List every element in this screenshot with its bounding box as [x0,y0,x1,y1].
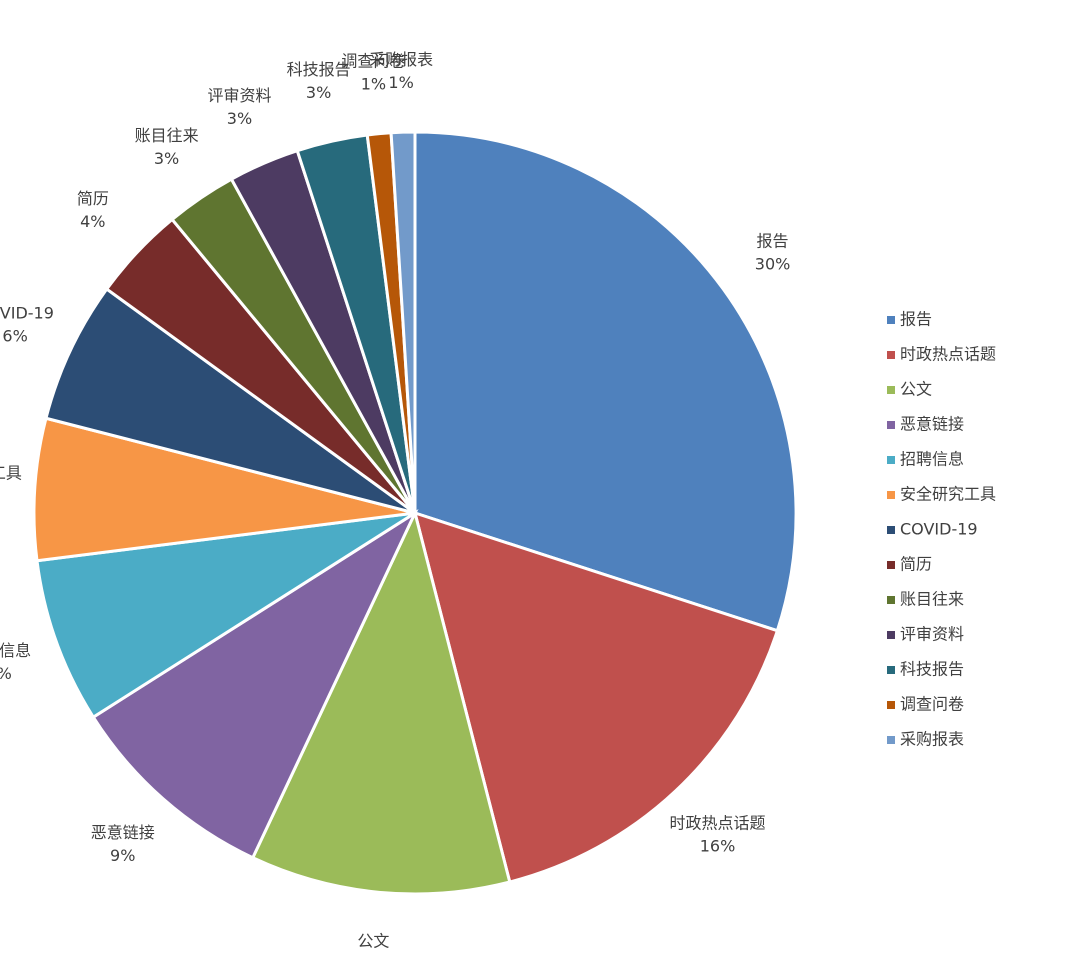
legend-label: 简历 [900,555,932,574]
slice-value-label: 3% [306,83,331,102]
legend-label: 报告 [900,310,932,329]
slice-label: 科技报告 [287,60,351,79]
legend-swatch [887,491,895,499]
slice-label: 报告 [757,232,789,251]
slice-value-label: 3% [227,109,252,128]
slice-label: 简历 [77,189,109,208]
slice-label: 招聘信息 [0,641,31,660]
slice-label: COVID-19 [0,303,54,322]
legend-label: 时政热点话题 [900,345,996,364]
pie-slice [44,286,416,515]
legend-swatch [887,526,895,534]
legend-label: 恶意链接 [900,415,964,434]
pie-slice [389,130,417,514]
slice-label: 时政热点话题 [670,814,766,833]
pie-slice [91,508,419,860]
legend-label: 调查问卷 [900,695,964,714]
legend-swatch [887,386,895,394]
slice-label: 采购报表 [369,50,433,69]
slice-value-label: 11% [356,954,392,957]
legend-swatch [887,666,895,674]
legend-label: 评审资料 [900,625,964,644]
legend-swatch [887,561,895,569]
pie-slice [250,508,512,896]
pie-slice [412,510,780,884]
slice-label: 恶意链接 [91,823,155,842]
pie-slice [413,130,798,633]
slice-label: 账目往来 [135,126,199,145]
legend-label: 招聘信息 [900,450,964,469]
legend-label: 科技报告 [900,660,964,679]
pie-slice [35,511,416,720]
slice-value-label: 7% [0,664,12,683]
legend-swatch [887,631,895,639]
slice-label: 调查问卷 [341,52,405,71]
legend-label: 公文 [900,380,932,399]
slice-value-label: 16% [700,837,736,856]
slice-value-label: 6% [2,326,27,345]
slice-value-label: 4% [80,212,105,231]
slice-value-label: 1% [361,75,386,94]
legend-label: COVID-19 [900,520,978,539]
slice-label: 评审资料 [207,86,271,105]
pie-slice [32,416,416,563]
slice-label: 公文 [357,931,389,950]
legend-swatch [887,456,895,464]
legend-swatch [887,701,895,709]
legend-label: 账目往来 [900,590,964,609]
legend-swatch [887,736,895,744]
legend-swatch [887,316,895,324]
slice-value-label: 1% [388,73,413,92]
legend-label: 安全研究工具 [900,485,996,504]
slice-value-label: 30% [755,255,791,274]
legend-swatch [887,596,895,604]
slice-value-label: 9% [110,846,135,865]
legend-swatch [887,421,895,429]
legend-label: 采购报表 [900,730,964,749]
slice-value-label: 3% [154,149,179,168]
slice-label: 安全研究工具 [0,464,22,483]
legend-swatch [887,351,895,359]
